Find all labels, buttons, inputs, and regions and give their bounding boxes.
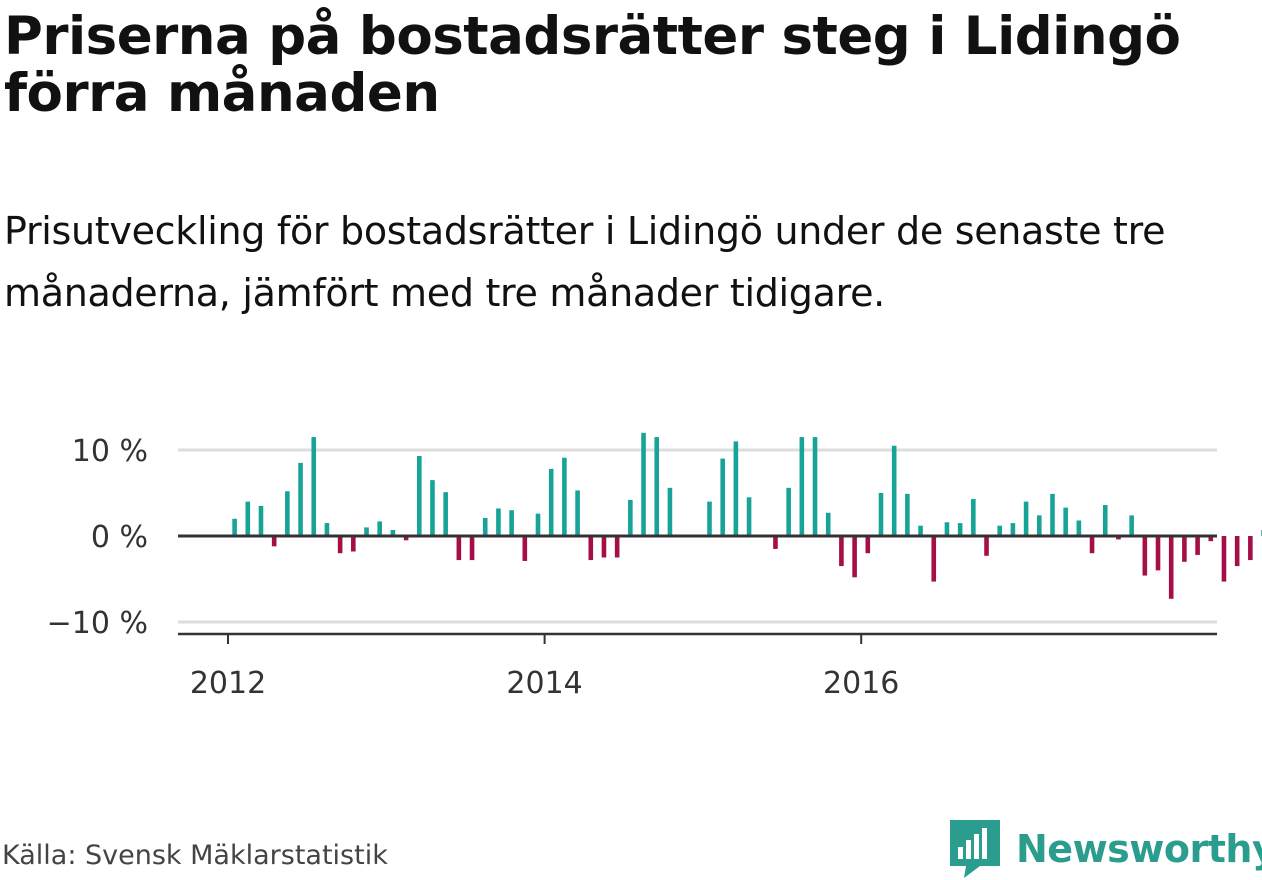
bar — [430, 480, 435, 536]
bar — [918, 525, 923, 536]
x-tick-label: 2014 — [506, 666, 582, 701]
bar — [548, 468, 554, 536]
price-change-bar-chart: 10 %0 %−10 %2012201420162019202120231 % — [47, 432, 1262, 701]
bar — [641, 432, 646, 536]
bar — [931, 536, 937, 582]
bar — [364, 527, 369, 536]
bar — [905, 493, 910, 536]
brand-name: Newsworthy — [1016, 827, 1262, 871]
bar — [482, 517, 488, 536]
bar — [852, 536, 857, 578]
bar — [891, 445, 897, 536]
source-note: Källa: Svensk Mäklarstatistik — [2, 840, 388, 871]
bar — [416, 456, 422, 536]
bar — [971, 499, 976, 536]
y-tick-label: −10 % — [47, 606, 148, 641]
bar — [786, 487, 791, 536]
bar — [773, 536, 778, 549]
bars-layer — [232, 432, 1262, 599]
bar — [812, 437, 818, 536]
bar — [628, 499, 633, 536]
bar — [1023, 501, 1029, 536]
bar — [285, 491, 290, 536]
bar — [997, 525, 1003, 536]
bar — [957, 523, 963, 536]
bar — [1010, 523, 1016, 536]
axis-layer — [178, 534, 1217, 644]
bar — [1182, 536, 1187, 562]
bar — [258, 505, 264, 536]
bar — [825, 512, 831, 536]
bar — [245, 501, 251, 536]
bar — [1063, 507, 1068, 536]
bar — [1155, 536, 1161, 571]
bar — [496, 508, 501, 536]
bar — [654, 437, 660, 536]
bar — [1116, 536, 1121, 540]
y-tick-label: 0 % — [91, 520, 148, 555]
bar — [324, 523, 330, 536]
bar — [799, 437, 805, 536]
bar — [707, 501, 712, 536]
chart-subtitle: Prisutveckling för bostadsrätter i Lidin… — [4, 209, 1166, 315]
bar — [601, 536, 607, 558]
bar — [667, 487, 673, 536]
bar — [469, 536, 475, 561]
bar — [1168, 536, 1174, 599]
bar — [614, 536, 620, 558]
bar — [390, 529, 396, 536]
bar — [351, 536, 356, 552]
bar — [232, 518, 237, 536]
bar — [337, 536, 343, 554]
bar — [535, 513, 541, 536]
bar — [720, 458, 725, 536]
labels-layer: 10 %0 %−10 %2012201420162019202120231 % — [47, 434, 900, 701]
bar — [443, 492, 448, 536]
bar — [1208, 536, 1214, 542]
bar — [271, 536, 277, 547]
bar — [944, 522, 950, 536]
bar — [562, 457, 567, 536]
bar — [588, 536, 594, 561]
newsworthy-logo-icon — [950, 820, 1000, 878]
bar — [456, 536, 462, 561]
y-tick-label: 10 % — [72, 434, 148, 469]
bar — [522, 536, 528, 561]
chart-title: Priserna på bostadsrätter steg i Lidingö… — [4, 6, 1181, 124]
bar — [865, 536, 871, 554]
bar — [746, 497, 752, 536]
bar — [1036, 515, 1042, 536]
bar — [403, 536, 409, 541]
bar — [1089, 536, 1095, 554]
bar — [1076, 520, 1082, 536]
bar — [733, 441, 739, 536]
bar — [1142, 536, 1148, 576]
bar — [1248, 536, 1253, 561]
bar — [1221, 536, 1227, 582]
bar — [298, 462, 303, 536]
bar — [311, 437, 317, 536]
bar — [509, 510, 514, 536]
bar — [1195, 536, 1200, 555]
newsworthy-logo[interactable]: Newsworthy — [950, 818, 1262, 880]
x-tick-label: 2012 — [190, 666, 266, 701]
x-tick-label: 2016 — [823, 666, 899, 701]
bar — [377, 521, 382, 536]
bar — [1234, 536, 1240, 567]
bar — [839, 536, 844, 567]
bar — [984, 536, 989, 556]
bar — [575, 490, 580, 536]
bar — [878, 493, 884, 536]
bar — [1129, 515, 1134, 536]
bar — [1102, 505, 1108, 536]
grid-layer — [178, 448, 1217, 624]
bar — [1050, 493, 1055, 536]
